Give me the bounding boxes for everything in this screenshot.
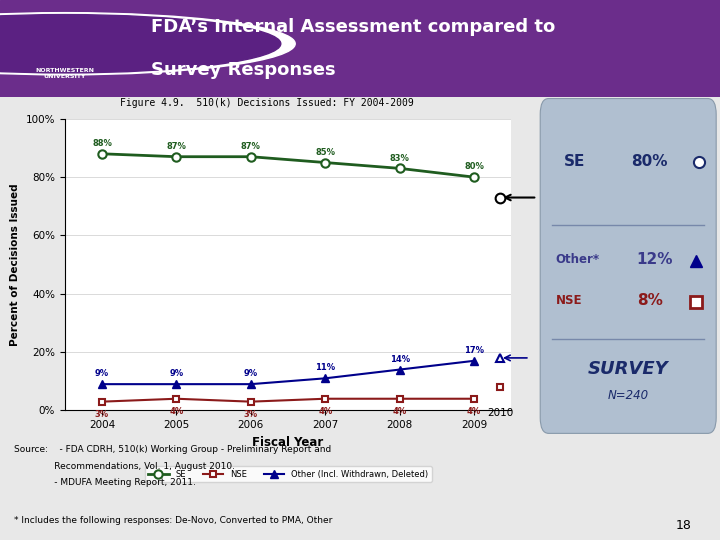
NSE xyxy=(469,395,478,402)
Line: Other (Incl. Withdrawn, Deleted): Other (Incl. Withdrawn, Deleted) xyxy=(98,356,478,388)
Text: 73%: 73% xyxy=(541,191,571,204)
Text: 80%: 80% xyxy=(631,154,668,169)
Text: 8%: 8% xyxy=(636,293,662,308)
Text: 8%: 8% xyxy=(541,382,560,392)
Text: Other*: Other* xyxy=(555,253,600,266)
Text: 87%: 87% xyxy=(166,142,186,151)
Text: 17%: 17% xyxy=(464,346,484,355)
Text: 9%: 9% xyxy=(244,369,258,379)
Text: 18%: 18% xyxy=(541,347,567,357)
Text: Recommendations, Vol. 1, August 2010.: Recommendations, Vol. 1, August 2010. xyxy=(14,462,235,471)
Other (Incl. Withdrawn, Deleted) xyxy=(469,357,478,364)
Text: 4%: 4% xyxy=(467,408,481,416)
Text: Figure 4.9.  510(k) Decisions Issued: FY 2004-2009: Figure 4.9. 510(k) Decisions Issued: FY … xyxy=(120,98,413,108)
Text: 2010: 2010 xyxy=(487,408,513,418)
Text: 4%: 4% xyxy=(392,408,407,416)
Text: 3%: 3% xyxy=(244,410,258,420)
Text: FDA’s Internal Assessment compared to: FDA’s Internal Assessment compared to xyxy=(151,18,555,36)
SE xyxy=(246,153,255,160)
NSE xyxy=(395,395,404,402)
Text: 80%: 80% xyxy=(464,163,484,171)
Circle shape xyxy=(0,15,281,73)
Text: 4%: 4% xyxy=(169,408,184,416)
Text: NORTHWESTERN
UNIVERSITY: NORTHWESTERN UNIVERSITY xyxy=(35,68,94,79)
Text: * Includes the following responses: De-Novo, Converted to PMA, Other: * Includes the following responses: De-N… xyxy=(14,516,333,525)
NSE xyxy=(246,399,255,405)
Circle shape xyxy=(0,12,295,75)
Line: SE: SE xyxy=(98,150,478,181)
Text: 9%: 9% xyxy=(95,369,109,379)
SE xyxy=(395,165,404,172)
Text: SURVEY: SURVEY xyxy=(588,360,668,377)
NSE xyxy=(172,395,181,402)
Text: Survey Responses: Survey Responses xyxy=(151,61,336,79)
Text: N=240: N=240 xyxy=(608,389,649,402)
Text: Source:    - FDA CDRH, 510(k) Working Group - Preliminary Report and: Source: - FDA CDRH, 510(k) Working Group… xyxy=(14,446,332,455)
NSE xyxy=(321,395,330,402)
Other (Incl. Withdrawn, Deleted) xyxy=(321,375,330,382)
SE xyxy=(172,153,181,160)
Text: 12%: 12% xyxy=(636,252,673,267)
Text: SE: SE xyxy=(564,154,585,169)
Other (Incl. Withdrawn, Deleted) xyxy=(172,381,181,387)
Text: 9%: 9% xyxy=(169,369,184,379)
FancyBboxPatch shape xyxy=(540,98,716,434)
Text: NSE: NSE xyxy=(555,294,582,307)
Y-axis label: Percent of Decisions Issued: Percent of Decisions Issued xyxy=(10,183,20,346)
Text: - MDUFA Meeting Report, 2011.: - MDUFA Meeting Report, 2011. xyxy=(14,478,197,487)
Text: 85%: 85% xyxy=(315,148,336,157)
Other (Incl. Withdrawn, Deleted) xyxy=(246,381,255,387)
Other (Incl. Withdrawn, Deleted) xyxy=(395,366,404,373)
NSE xyxy=(98,399,107,405)
X-axis label: Fiscal Year: Fiscal Year xyxy=(253,436,323,449)
Text: 88%: 88% xyxy=(92,139,112,148)
Text: 4%: 4% xyxy=(318,408,333,416)
Line: NSE: NSE xyxy=(99,395,477,405)
Other (Incl. Withdrawn, Deleted) xyxy=(98,381,107,387)
Text: 11%: 11% xyxy=(315,363,336,373)
SE xyxy=(98,151,107,157)
Legend: SE, NSE, Other (Incl. Withdrawn, Deleted): SE, NSE, Other (Incl. Withdrawn, Deleted… xyxy=(145,467,431,482)
Text: 87%: 87% xyxy=(241,142,261,151)
SE xyxy=(321,159,330,166)
Text: 3%: 3% xyxy=(95,410,109,420)
Text: 18: 18 xyxy=(675,519,691,532)
Text: 83%: 83% xyxy=(390,153,410,163)
Text: 14%: 14% xyxy=(390,355,410,364)
SE xyxy=(469,174,478,180)
